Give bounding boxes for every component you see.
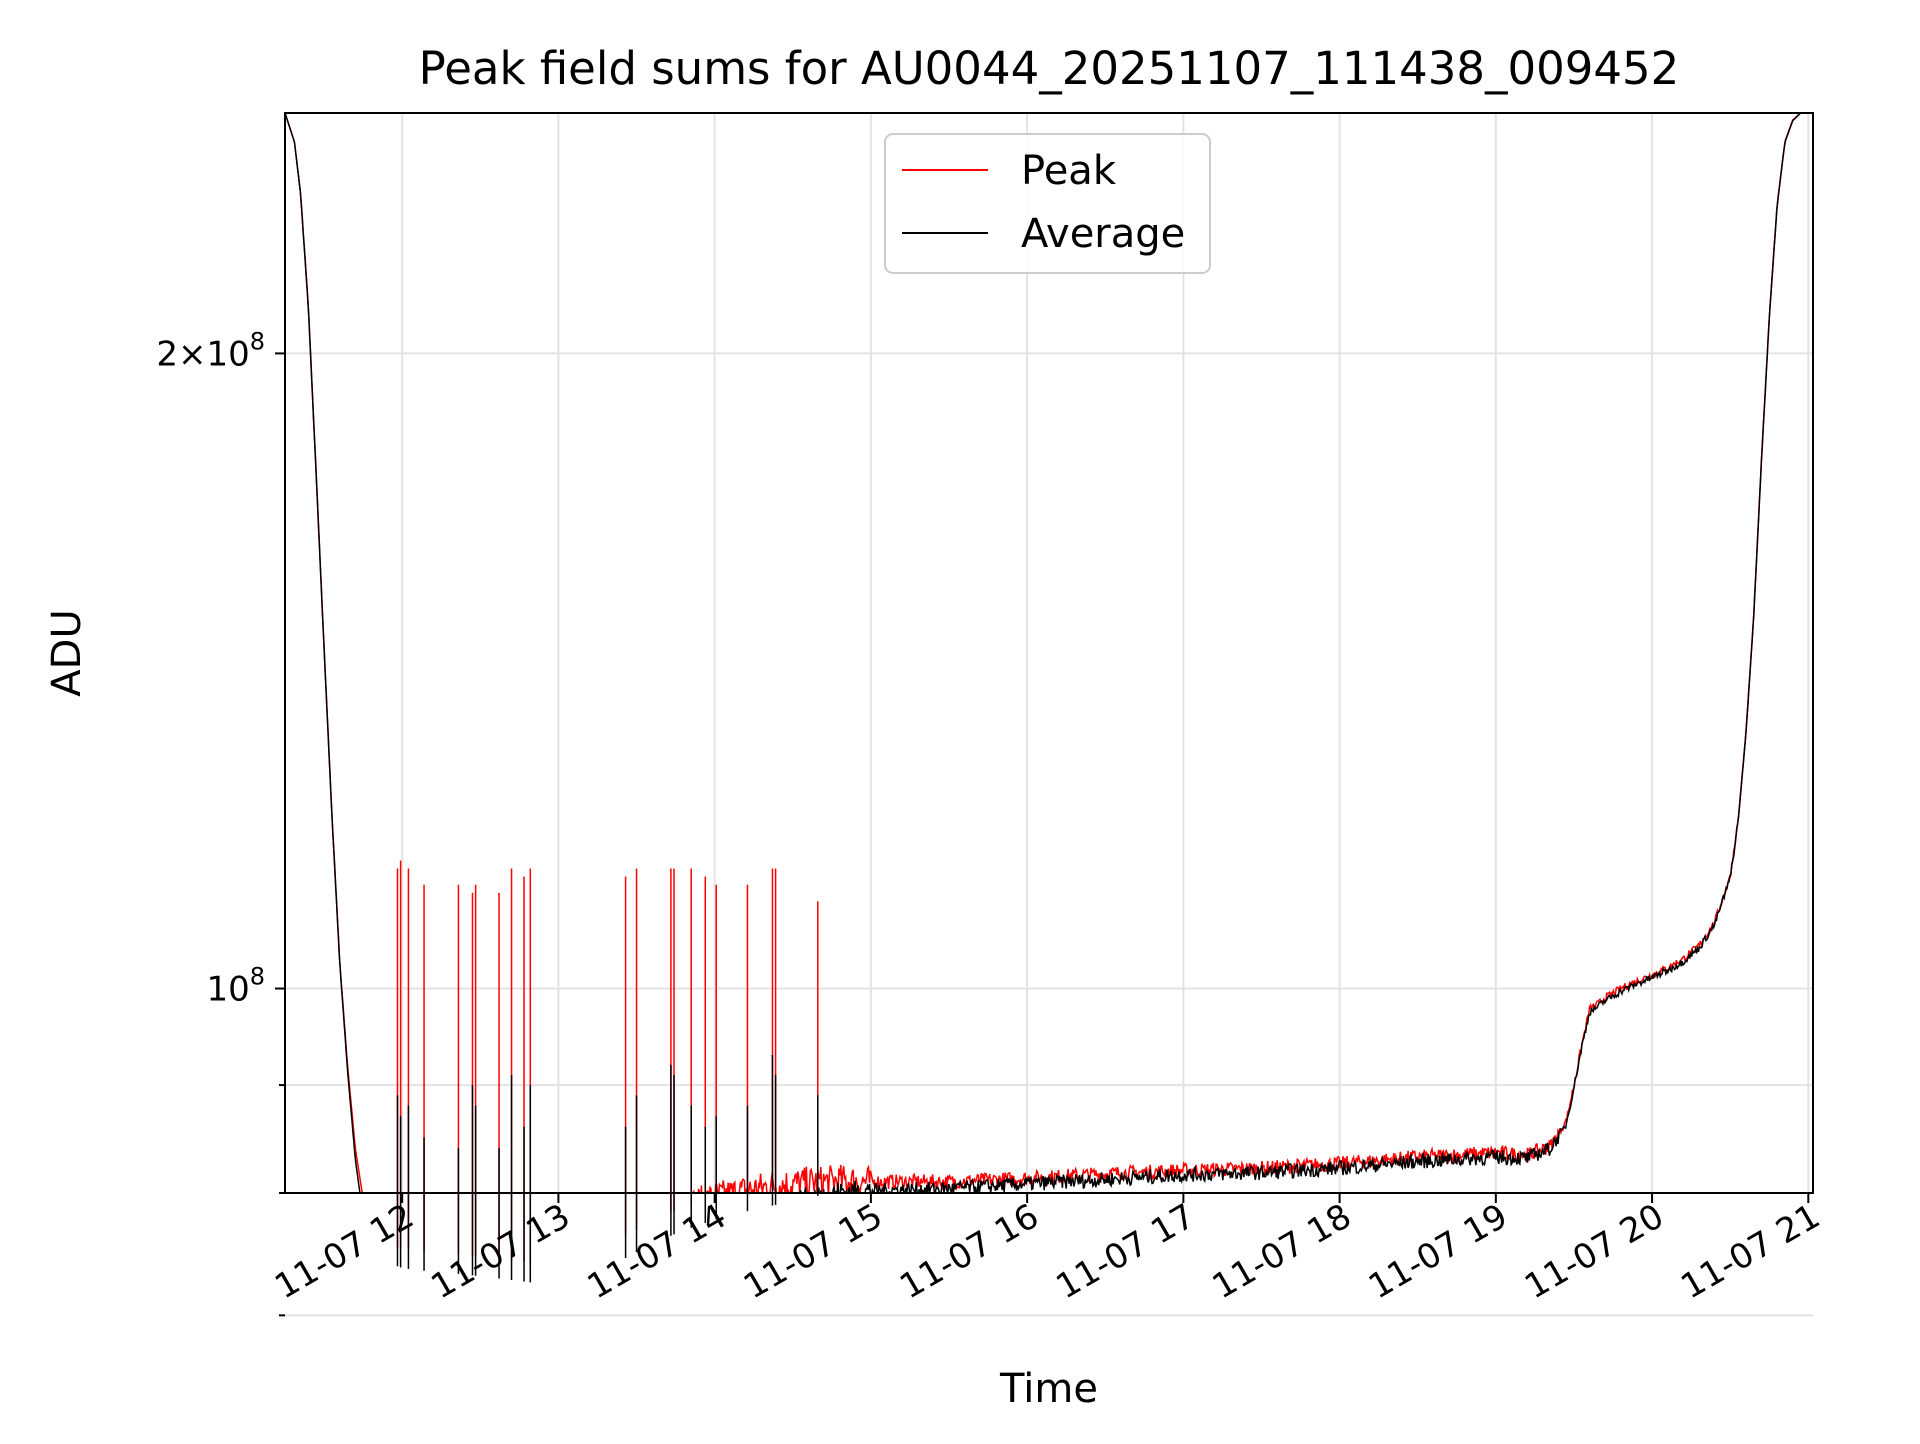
series-line-average: [285, 113, 1813, 1193]
y-tick-label: 2×108: [156, 327, 265, 374]
legend-peak-label: Peak: [1021, 148, 1117, 194]
legend-average-label: Average: [1021, 211, 1185, 257]
series-layer: [285, 113, 1813, 1283]
y-tick-label: 108: [206, 963, 265, 1010]
series-line-peak: [285, 113, 1813, 1193]
y-axis-label: ADU: [44, 609, 90, 696]
x-axis-label: Time: [999, 1366, 1098, 1412]
chart-title: Peak field sums for AU0044_20251107_1114…: [419, 42, 1680, 95]
plot-frame: [284, 112, 1814, 1194]
legend-box: [884, 133, 1211, 274]
legend: Peak Average: [884, 133, 1211, 274]
